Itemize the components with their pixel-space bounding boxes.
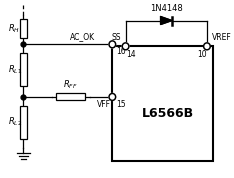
Text: 1N4148: 1N4148 — [150, 4, 183, 13]
Text: AC_OK: AC_OK — [70, 32, 95, 41]
Text: $R_H$: $R_H$ — [8, 22, 20, 35]
Text: $R_{L2}$: $R_{L2}$ — [8, 116, 22, 129]
Text: L6566B: L6566B — [141, 107, 194, 120]
Bar — [112, 46, 213, 161]
Text: VFF: VFF — [96, 100, 110, 109]
Text: $R_{L1}$: $R_{L1}$ — [8, 63, 22, 76]
Circle shape — [109, 41, 116, 48]
Circle shape — [109, 93, 116, 100]
Text: 16: 16 — [116, 47, 126, 56]
Text: $R_{FF}$: $R_{FF}$ — [63, 78, 78, 91]
Circle shape — [122, 43, 129, 50]
Text: SS: SS — [111, 33, 121, 42]
Polygon shape — [161, 17, 172, 25]
Circle shape — [204, 43, 210, 50]
Text: 15: 15 — [116, 100, 126, 109]
Bar — [20, 53, 27, 86]
Bar — [56, 93, 85, 100]
Text: 10: 10 — [197, 50, 207, 59]
Text: 14: 14 — [127, 50, 136, 59]
Bar — [20, 19, 27, 38]
Text: VREF: VREF — [212, 33, 231, 42]
Bar — [20, 106, 27, 139]
